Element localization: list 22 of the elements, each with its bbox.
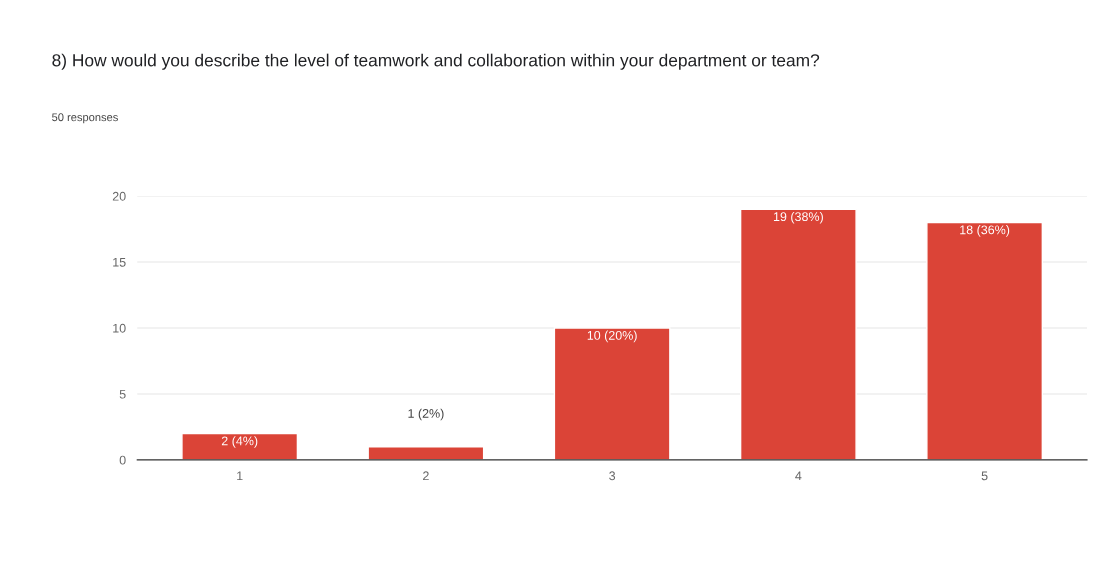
y-tick-label: 20 [112, 191, 126, 201]
bar [553, 327, 671, 460]
x-tick-label: 5 [981, 471, 988, 481]
bar [926, 221, 1044, 460]
x-tick-label: 4 [795, 471, 802, 481]
y-tick-label: 5 [119, 389, 126, 399]
data-label: 19 (38%) [773, 211, 823, 224]
x-tick-label: 1 [237, 471, 243, 481]
x-tick-label: 3 [609, 471, 616, 481]
data-label: 18 (36%) [960, 225, 1010, 237]
bar [181, 432, 299, 460]
x-tick-label: 2 [423, 471, 429, 481]
bar [367, 446, 485, 460]
data-label: 2 (4%) [221, 436, 258, 448]
data-label: 10 (20%) [587, 330, 637, 343]
y-tick-label: 10 [113, 323, 126, 333]
y-tick-label: 15 [113, 257, 126, 267]
chart-subtitle: 50 responses [52, 113, 118, 124]
y-tick-label: 0 [119, 455, 126, 465]
data-label: 1 (2%) [408, 408, 444, 421]
bar [739, 208, 857, 460]
chart-title: 8) How would you describe the level of teamwork and collaboration within your department or team? [52, 53, 820, 70]
